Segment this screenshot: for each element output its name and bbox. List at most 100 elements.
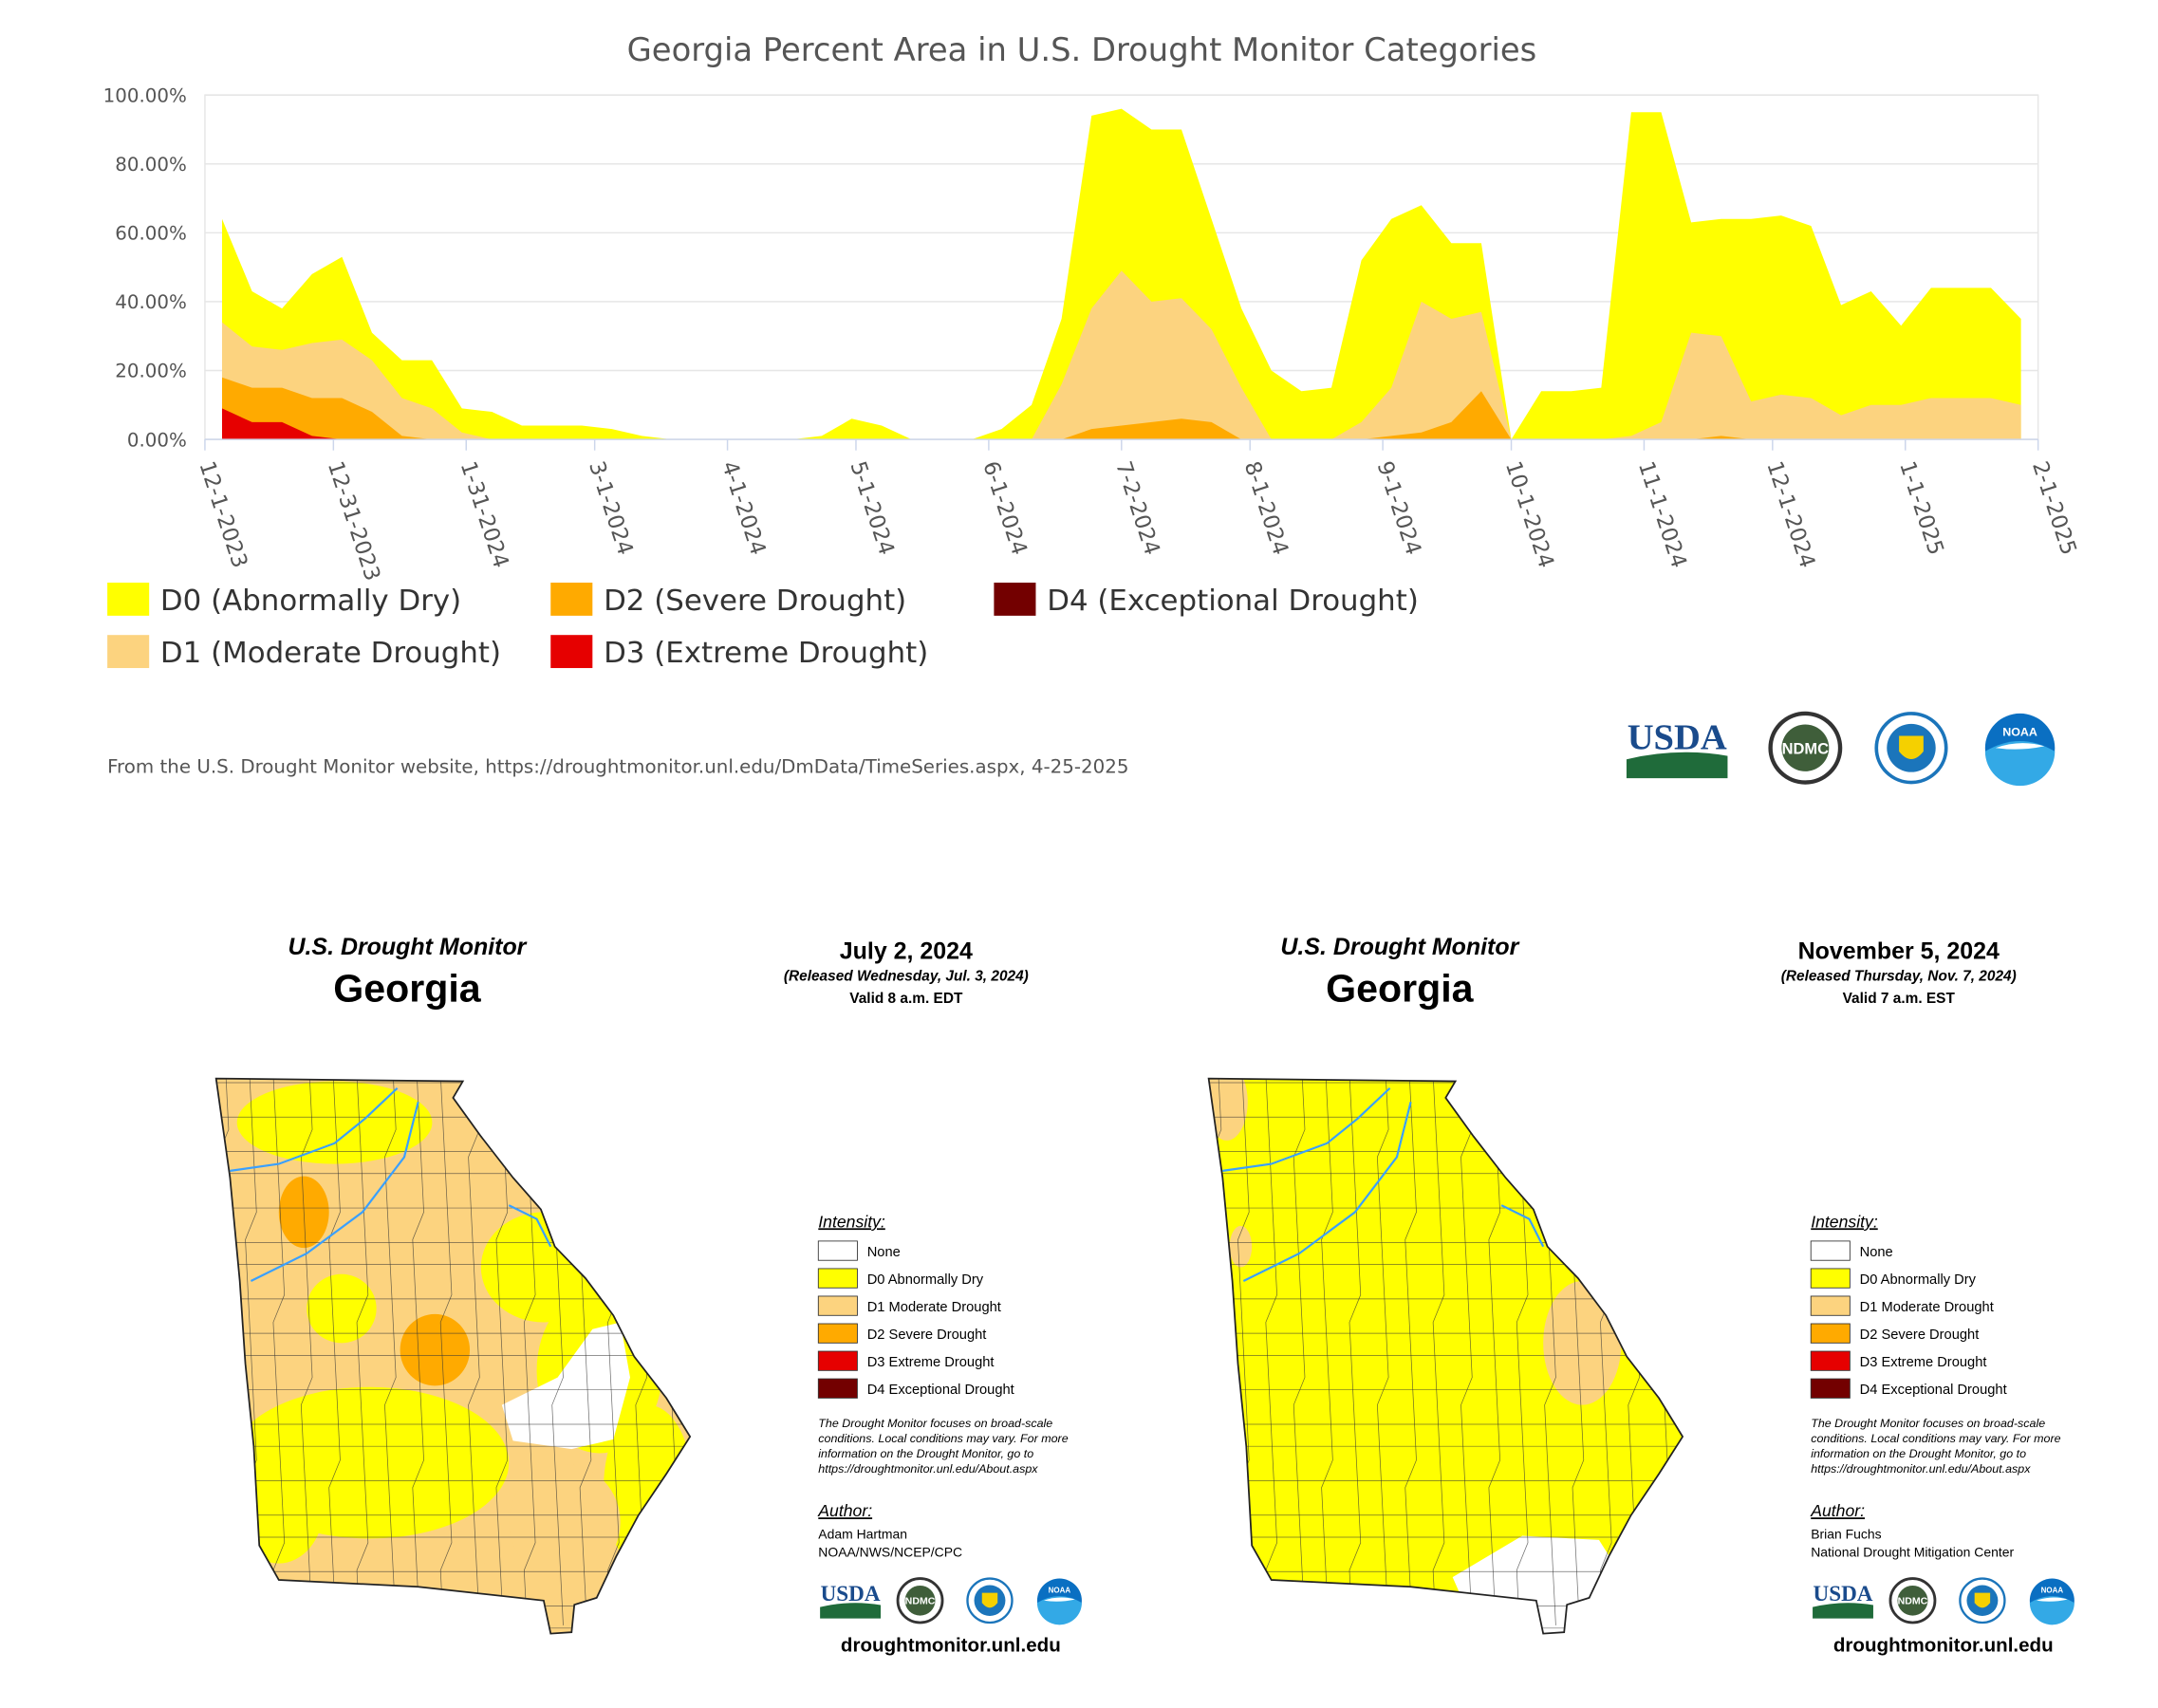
county-line [328, 1078, 341, 1625]
county-line [215, 1627, 686, 1634]
d1-area [1543, 1281, 1622, 1405]
legend: D0 (Abnormally Dry) D1 (Moderate Drought)… [107, 583, 1419, 670]
y-tick-label: 20.00% [115, 361, 187, 382]
map-heading: U.S. Drought Monitor [288, 935, 527, 960]
legend-swatch [994, 583, 1036, 616]
x-tick-label: 10-1-2024 [1500, 458, 1558, 571]
map-valid: Valid 8 a.m. EDT [849, 991, 963, 1007]
note-line: https://droughtmonitor.unl.edu/About.asp… [1811, 1462, 2031, 1476]
logo-wave [1626, 752, 1728, 779]
logo-noaa-text: NOAA [2041, 1587, 2064, 1595]
legend-swatch [817, 1350, 858, 1371]
legend-swatch [1810, 1240, 1851, 1261]
logo-noaa-text: NOAA [1049, 1587, 1071, 1595]
county-line [215, 1330, 686, 1334]
county-line [1432, 1078, 1445, 1625]
county-line [1208, 1445, 1679, 1452]
legend-label: D4 Exceptional Drought [1860, 1383, 2007, 1398]
x-tick-label: 2-1-2025 [2027, 458, 2081, 558]
x-tick-label: 1-31-2024 [456, 458, 513, 571]
county-line [635, 1078, 647, 1625]
author-name: NOAA/NWS/NCEP/CPC [818, 1544, 962, 1559]
county-line [215, 1536, 686, 1543]
y-tick-label: 60.00% [115, 223, 187, 245]
river [1500, 1204, 1545, 1248]
legend-swatch [107, 583, 150, 616]
logo-noaa-gull [1043, 1597, 1075, 1602]
county-line [1349, 1078, 1362, 1625]
county-line [1405, 1078, 1417, 1625]
logo-usda: USDA [821, 1582, 881, 1606]
county-line [439, 1078, 453, 1625]
y-tick-label: 40.00% [115, 291, 187, 313]
county-line [1460, 1078, 1473, 1625]
county-line [1208, 1627, 1679, 1634]
county-line [215, 1603, 686, 1606]
d1-area [1229, 1225, 1253, 1268]
county-line [384, 1078, 397, 1625]
legend-swatch [550, 635, 593, 669]
logo-ndmc-text: NDMC [1782, 740, 1830, 757]
legend-label: D4 Exceptional Drought [867, 1383, 1014, 1398]
note-line: information on the Drought Monitor, go t… [818, 1447, 1033, 1460]
map-date: July 2, 2024 [840, 938, 973, 964]
county-line [1208, 1512, 1679, 1516]
plot-area: 0.00% 20.00% 40.00% 60.00% 80.00% 100.00% 12-1… [103, 85, 2081, 585]
logo-usda: USDA [1814, 1582, 1873, 1606]
legend-label: D0 Abnormally Dry [1860, 1272, 1977, 1288]
map-released: (Released Wednesday, Jul. 3, 2024) [784, 969, 1029, 985]
county-line [215, 1389, 686, 1392]
legend-swatch [817, 1378, 858, 1399]
legend-swatch [107, 635, 150, 669]
d2-area [400, 1313, 471, 1386]
legend-label: D1 Moderate Drought [867, 1300, 1001, 1315]
county-line [215, 1355, 686, 1362]
logo-ndmc-text: NDMC [905, 1596, 936, 1607]
map-state: Georgia [1326, 967, 1474, 1011]
legend-title: Intensity: [1811, 1212, 1878, 1231]
county-line [1208, 1355, 1679, 1362]
county-line [215, 1421, 686, 1425]
legend-swatch [1810, 1378, 1851, 1399]
county-line [1265, 1078, 1277, 1625]
logo-noaa-gull [2036, 1597, 2068, 1602]
legend-label: D4 (Exceptional Drought) [1047, 585, 1419, 618]
x-tick-label: 6-1-2024 [977, 458, 1032, 558]
map-panel: U.S. Drought Monitor Georgia November 5, 2… [1207, 935, 2074, 1656]
legend-swatch [817, 1323, 858, 1344]
source-note: From the U.S. Drought Monitor website, h… [107, 755, 1128, 777]
river [230, 1086, 399, 1172]
logo-wave [1813, 1603, 1873, 1619]
legend-label: D3 (Extreme Drought) [604, 637, 928, 670]
map-date: November 5, 2024 [1798, 938, 2000, 964]
legend-label: None [1860, 1245, 1893, 1260]
author-name: Adam Hartman [818, 1527, 907, 1542]
legend-swatch [1810, 1295, 1851, 1316]
state-outline [214, 1077, 692, 1635]
county-line [1293, 1078, 1306, 1625]
x-tick-label: 12-31-2023 [323, 458, 385, 584]
d0-area [1208, 1078, 1684, 1634]
legend-swatch [817, 1268, 858, 1289]
logo-noaa-wave [2029, 1596, 2074, 1625]
county-line [356, 1078, 369, 1625]
x-tick-label: 9-1-2024 [1372, 458, 1426, 558]
legend-label: D1 (Moderate Drought) [160, 637, 501, 670]
river [1222, 1086, 1391, 1172]
logo-wave [820, 1603, 882, 1619]
county-line [1208, 1536, 1679, 1543]
author-name: Brian Fuchs [1811, 1527, 1881, 1542]
river [250, 1102, 419, 1282]
logo-noaa-wave [1036, 1596, 1082, 1625]
d0-area [307, 1273, 377, 1344]
map-valid: Valid 7 a.m. EST [1843, 991, 1956, 1007]
map-url: droughtmonitor.unl.edu [841, 1635, 1061, 1657]
note-line: conditions. Local conditions may vary. F… [1811, 1432, 2060, 1445]
x-tick-label: 3-1-2024 [584, 458, 638, 558]
county-line [300, 1078, 313, 1625]
map-fill [1208, 1078, 1684, 1634]
county-line [1321, 1078, 1333, 1625]
county-line [468, 1078, 480, 1625]
logo-ndmc-core [1897, 1585, 1928, 1616]
